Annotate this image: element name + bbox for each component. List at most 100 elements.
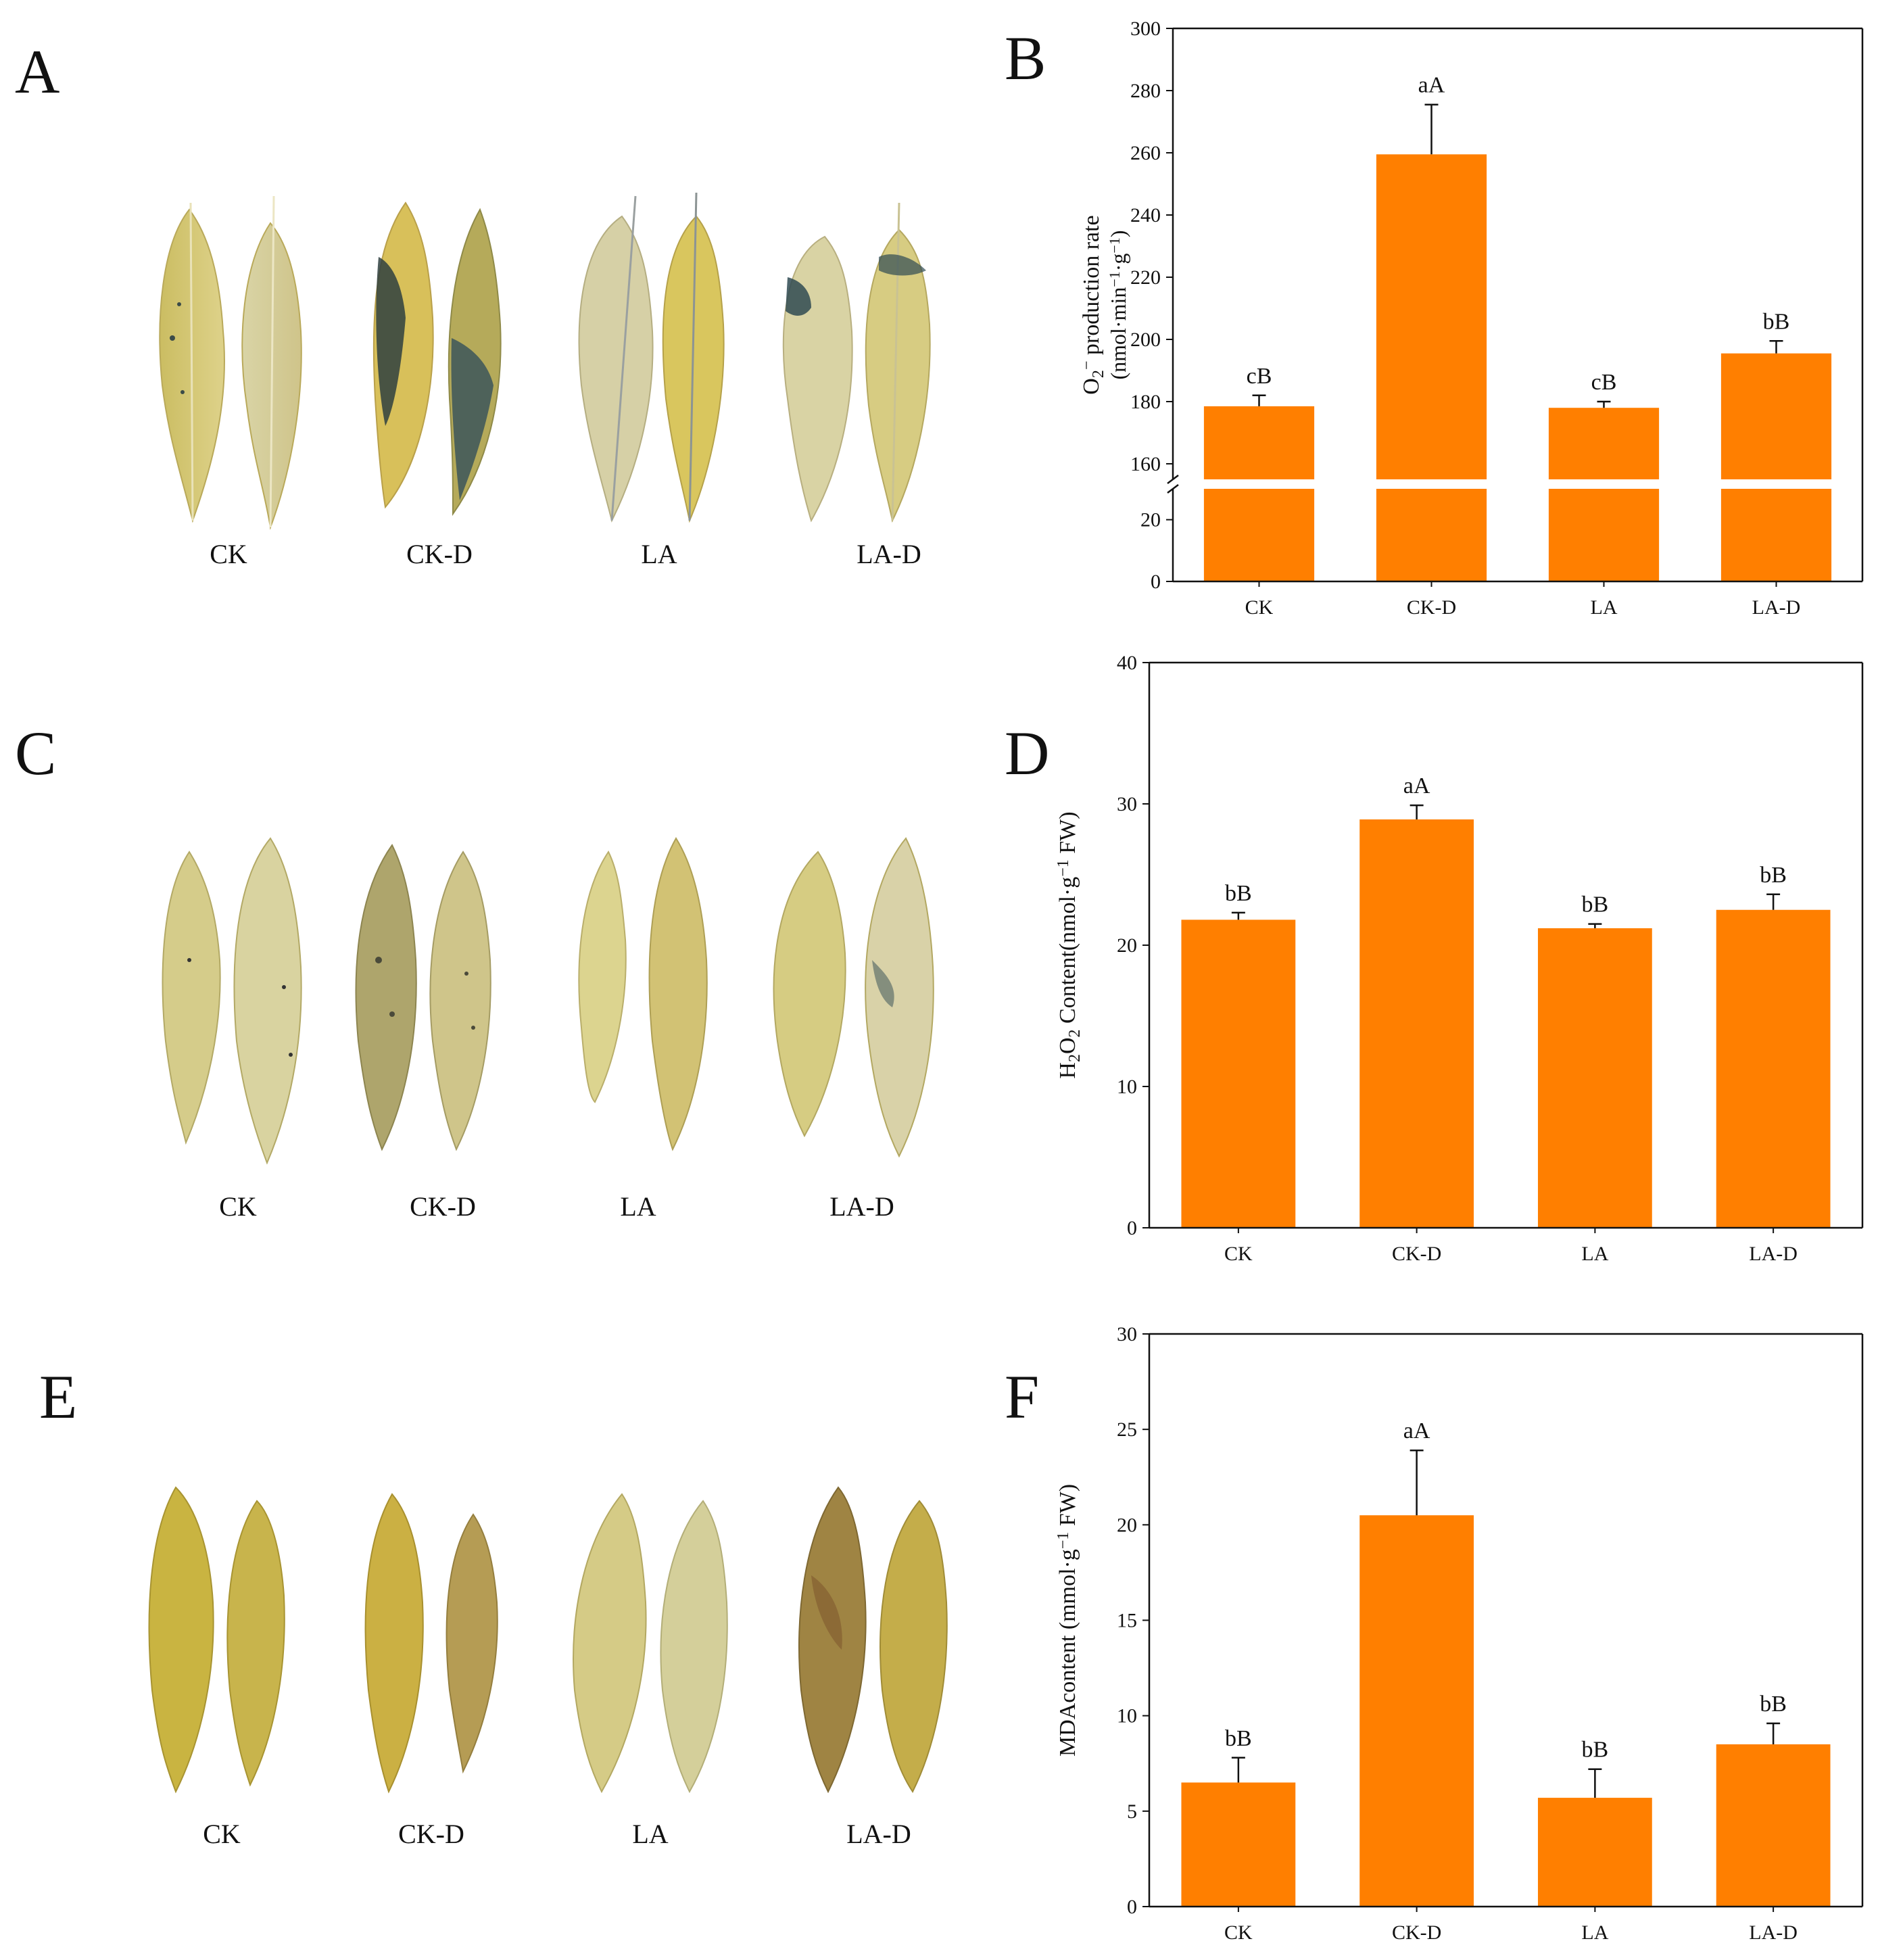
significance-label: cB — [1591, 370, 1617, 395]
y-tick-label: 220 — [1130, 266, 1161, 289]
panel-letter-d: D — [1005, 719, 1050, 788]
bar-ck — [1181, 919, 1296, 1228]
bar-la-d — [1720, 353, 1832, 581]
panel-letter-a: A — [15, 37, 60, 106]
photo-label: CK — [219, 1191, 257, 1222]
y-tick-label: 180 — [1130, 391, 1161, 413]
leaf-photo-panel-a — [159, 192, 931, 530]
y-tick-label: 30 — [1117, 1323, 1137, 1345]
label-part: −1 — [1106, 237, 1123, 253]
leaf-pair-ckd-e — [364, 1493, 498, 1794]
label-part: ) — [1106, 230, 1130, 237]
y-axis-label: H2O2 Content(nmol·g−1 FW) — [1055, 811, 1084, 1078]
label-part: H — [1055, 1062, 1080, 1079]
bar-la — [1537, 928, 1652, 1228]
y-tick-label: 20 — [1117, 934, 1137, 957]
bar-ck-d — [1359, 819, 1474, 1228]
photo-label: LA-D — [829, 1191, 894, 1222]
y-tick-label: 0 — [1127, 1217, 1137, 1239]
x-tick-label: CK — [1224, 1921, 1253, 1944]
bar-la — [1548, 408, 1660, 581]
y-tick-label: 30 — [1117, 793, 1137, 815]
label-part: FW) — [1055, 1484, 1080, 1532]
y-tick-label: 280 — [1130, 80, 1161, 102]
label-part: −1 — [1055, 859, 1072, 877]
label-part: −1 — [1055, 1532, 1072, 1550]
bar-la-d — [1716, 909, 1831, 1228]
bar-la-d — [1716, 1744, 1831, 1907]
axis-break-mark — [1167, 484, 1179, 494]
x-tick-label: CK — [1245, 596, 1274, 619]
label-part: (nmol·min — [1106, 287, 1130, 380]
chart-b-superoxide: cB CK aA CK-D cB LA bB LA-D 0 20 160 180 200 220 240 26… — [1078, 18, 1864, 619]
chart-f-mda: bB CK aA CK-D bB LA bB LA-D 0 5 10 15 20 25 30 MDAconte… — [1055, 1323, 1864, 1944]
leaf-pair-lad-c — [773, 837, 934, 1158]
label-part: Content(nmol·g — [1055, 877, 1080, 1030]
significance-label: cB — [1247, 364, 1272, 389]
significance-label: aA — [1403, 1418, 1430, 1443]
x-tick-label: LA-D — [1749, 1243, 1798, 1265]
panel-letter-f: F — [1005, 1362, 1040, 1431]
significance-label: aA — [1418, 73, 1445, 98]
panel-letter-e: E — [39, 1362, 78, 1431]
x-tick-label: LA-D — [1749, 1921, 1798, 1944]
label-part: O — [1079, 378, 1104, 395]
label-part: 2 — [1066, 1054, 1084, 1062]
leaf-pair-la-e — [573, 1493, 728, 1794]
y-tick-label: 260 — [1130, 142, 1161, 164]
y-tick-label: 200 — [1130, 329, 1161, 351]
significance-label: bB — [1760, 863, 1787, 888]
label-part: −1 — [1106, 271, 1123, 287]
x-tick-label: LA — [1581, 1243, 1608, 1265]
significance-label: bB — [1225, 1726, 1252, 1751]
axis-break-gap — [1172, 479, 1864, 489]
x-tick-label: CK — [1224, 1243, 1253, 1265]
label-part: FW) — [1055, 811, 1080, 859]
y-tick-label: 0 — [1127, 1896, 1137, 1918]
photo-label: CK-D — [406, 539, 473, 569]
leaf-photo-panel-c — [162, 837, 934, 1165]
leaf-pair-ck-a — [159, 195, 302, 530]
bar-la — [1537, 1798, 1652, 1907]
y-tick-label: 20 — [1117, 1514, 1137, 1536]
leaf-pair-ckd-c — [355, 844, 491, 1151]
photo-label: LA-D — [857, 539, 921, 569]
label-part: − — [1078, 361, 1096, 371]
y-tick-label: 0 — [1151, 571, 1161, 593]
y-tick-label: 20 — [1140, 509, 1161, 531]
y-tick-label: 40 — [1117, 652, 1137, 674]
leaf-pair-lad-a — [782, 202, 931, 523]
photo-label: LA-D — [846, 1819, 911, 1849]
y-axis-label: MDAcontent (mmol·g−1 FW) — [1055, 1484, 1080, 1756]
photo-label: CK-D — [410, 1191, 476, 1222]
x-tick-label: LA-D — [1752, 596, 1801, 619]
y-axis-label: O2− production rate — [1078, 215, 1107, 394]
y-tick-label: 10 — [1117, 1076, 1137, 1098]
leaf-pair-ckd-a — [372, 201, 502, 517]
significance-label: bB — [1760, 1692, 1787, 1717]
significance-label: aA — [1403, 773, 1430, 798]
y-axis-unit-label: (nmol·min−1·g−1) — [1106, 230, 1130, 379]
y-tick-label: 5 — [1127, 1800, 1137, 1823]
y-tick-label: 10 — [1117, 1705, 1137, 1727]
photo-label: CK — [210, 539, 247, 569]
photo-label: CK — [203, 1819, 241, 1849]
leaf-pair-la-c — [578, 837, 708, 1151]
leaf-pair-ck-c — [162, 837, 302, 1165]
y-tick-label: 25 — [1117, 1418, 1137, 1441]
bar-ck — [1203, 406, 1315, 581]
x-tick-label: LA — [1581, 1921, 1608, 1944]
y-tick-label: 160 — [1130, 453, 1161, 475]
label-part: O — [1055, 1037, 1080, 1054]
significance-label: bB — [1582, 1738, 1609, 1763]
panel-letter-c: C — [15, 719, 57, 788]
significance-label: bB — [1763, 309, 1790, 334]
y-tick-label: 300 — [1130, 18, 1161, 40]
leaf-pair-lad-e — [798, 1486, 948, 1794]
photo-label: LA — [620, 1191, 656, 1222]
y-tick-label: 240 — [1130, 204, 1161, 226]
significance-label: bB — [1225, 881, 1252, 906]
bar-ck — [1181, 1782, 1296, 1907]
